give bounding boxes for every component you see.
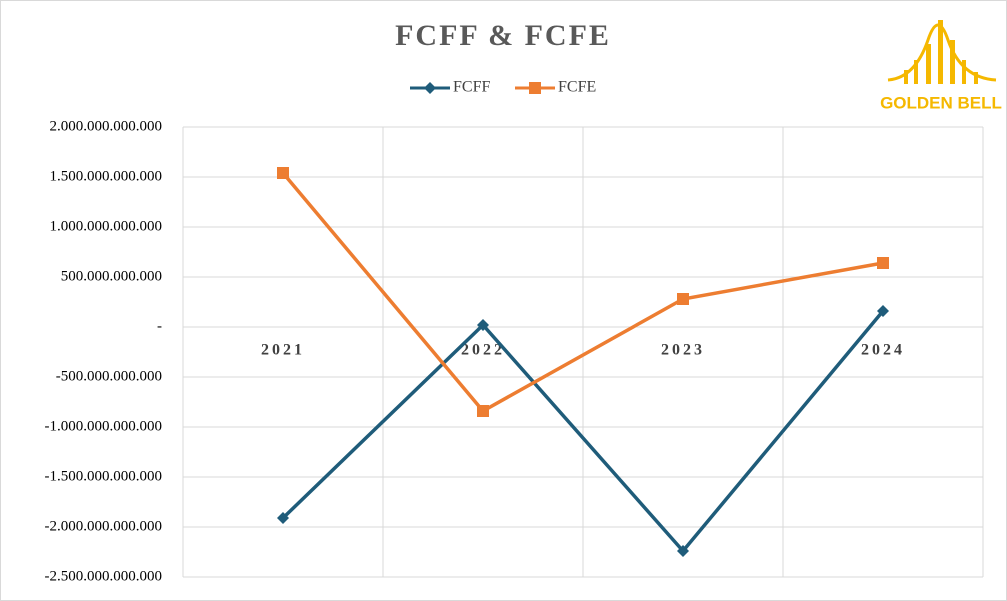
logo-bar: [904, 70, 908, 84]
chart-title: FCFF & FCFE: [395, 19, 611, 52]
y-tick-label: -1.000.000.000.000: [45, 418, 163, 434]
y-tick-label: 1.500.000.000.000: [50, 168, 163, 184]
y-tick-label: -2.500.000.000.000: [45, 568, 163, 584]
y-tick-label: 500.000.000.000: [61, 268, 162, 284]
marker: [424, 82, 436, 94]
y-tick-label: 1.000.000.000.000: [50, 218, 163, 234]
y-tick-label: -: [157, 318, 162, 334]
logo-bar: [914, 60, 918, 84]
marker: [277, 512, 289, 524]
x-tick-label: 2024: [861, 342, 905, 359]
logo-bar: [950, 40, 955, 84]
y-tick-label: -2.000.000.000.000: [45, 518, 163, 534]
logo-bar: [938, 20, 943, 84]
y-tick-label: 2.000.000.000.000: [50, 118, 163, 134]
logo-bar: [926, 44, 931, 84]
logo-bar: [962, 60, 966, 84]
marker: [677, 545, 689, 557]
series-line: [281, 171, 884, 414]
x-tick-label: 2023: [661, 342, 705, 359]
logo: GOLDEN BELL: [880, 20, 1002, 112]
series-line: [281, 309, 885, 554]
y-tick-label: -500.000.000.000: [56, 368, 162, 384]
marker: [677, 293, 689, 305]
marker: [277, 167, 289, 179]
x-tick-label: 2021: [261, 342, 305, 359]
x-tick-label: 2022: [461, 342, 505, 359]
legend-label: FCFF: [453, 79, 490, 96]
y-tick-label: -1.500.000.000.000: [45, 468, 163, 484]
legend-label: FCFE: [558, 79, 596, 96]
logo-text: GOLDEN BELL: [880, 93, 1002, 112]
marker: [877, 305, 889, 317]
marker: [529, 82, 541, 94]
marker: [477, 319, 489, 331]
marker: [477, 405, 489, 417]
logo-bar: [974, 72, 978, 84]
marker: [877, 257, 889, 269]
